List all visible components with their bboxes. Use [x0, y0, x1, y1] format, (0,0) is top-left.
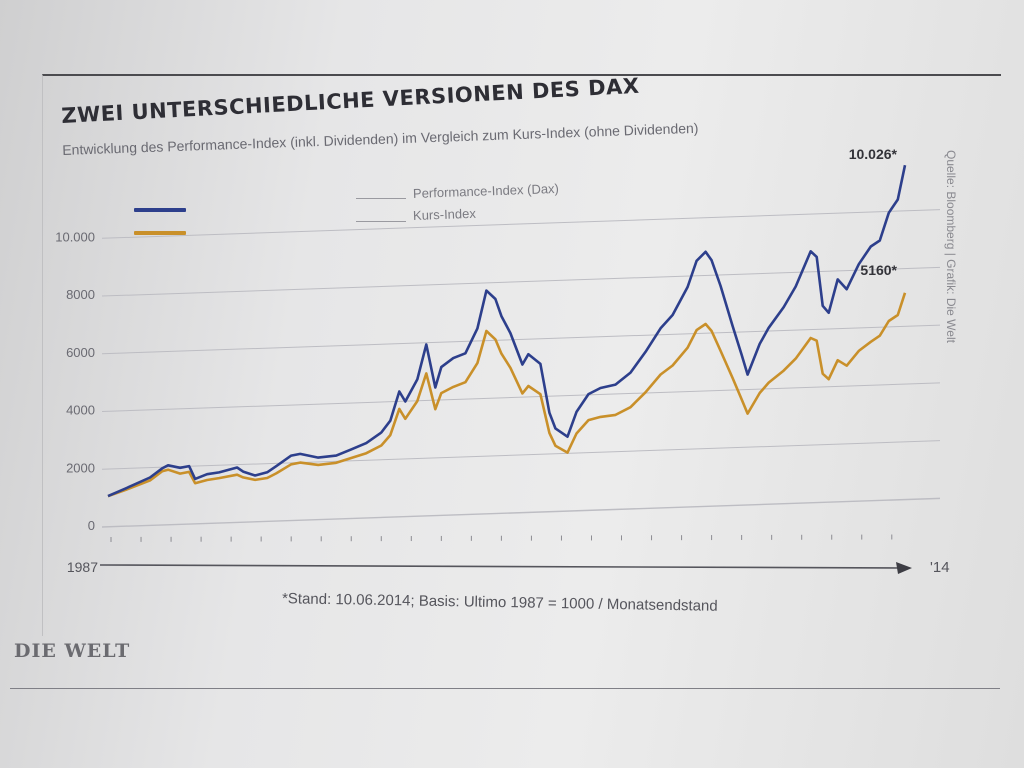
- annotation-kurs: 5160*: [860, 262, 897, 278]
- series-line-performance: [107, 164, 907, 498]
- y-tick-label-4000: 4000: [66, 403, 95, 418]
- gridline-y-0: [101, 497, 941, 528]
- legend-leader-performance: [356, 198, 406, 199]
- gridline-y-8000: [101, 266, 941, 297]
- publisher-logo: DIE WELT: [14, 640, 131, 662]
- gridline-y-10000: [101, 209, 941, 239]
- y-tick-label-8000: 8000: [66, 287, 95, 302]
- gridline-y-4000: [101, 382, 941, 413]
- series-line-kurs: [107, 292, 907, 498]
- side-credit: Quelle: Bloomberg | Grafik: Die Welt: [944, 150, 958, 343]
- gridline-y-2000: [101, 440, 941, 470]
- annotation-performance: 10.026*: [849, 146, 898, 162]
- x-end-label: '14: [930, 559, 950, 576]
- y-tick-label-6000: 6000: [66, 345, 95, 360]
- y-tick-label-0: 0: [88, 518, 95, 533]
- legend-swatch-performance: [134, 208, 186, 212]
- gridline-y-6000: [101, 324, 941, 355]
- legend-leader-kurs: [356, 221, 406, 222]
- legend-swatch-kurs: [134, 231, 186, 235]
- page-divider: [10, 688, 1000, 689]
- timeline-arrowhead: [896, 562, 912, 574]
- y-tick-label-10000: 10.000: [55, 229, 95, 244]
- chart-frame: [42, 74, 1001, 636]
- timeline-axis: [99, 564, 903, 569]
- x-start-label: 1987: [67, 559, 98, 575]
- y-tick-label-2000: 2000: [66, 460, 95, 475]
